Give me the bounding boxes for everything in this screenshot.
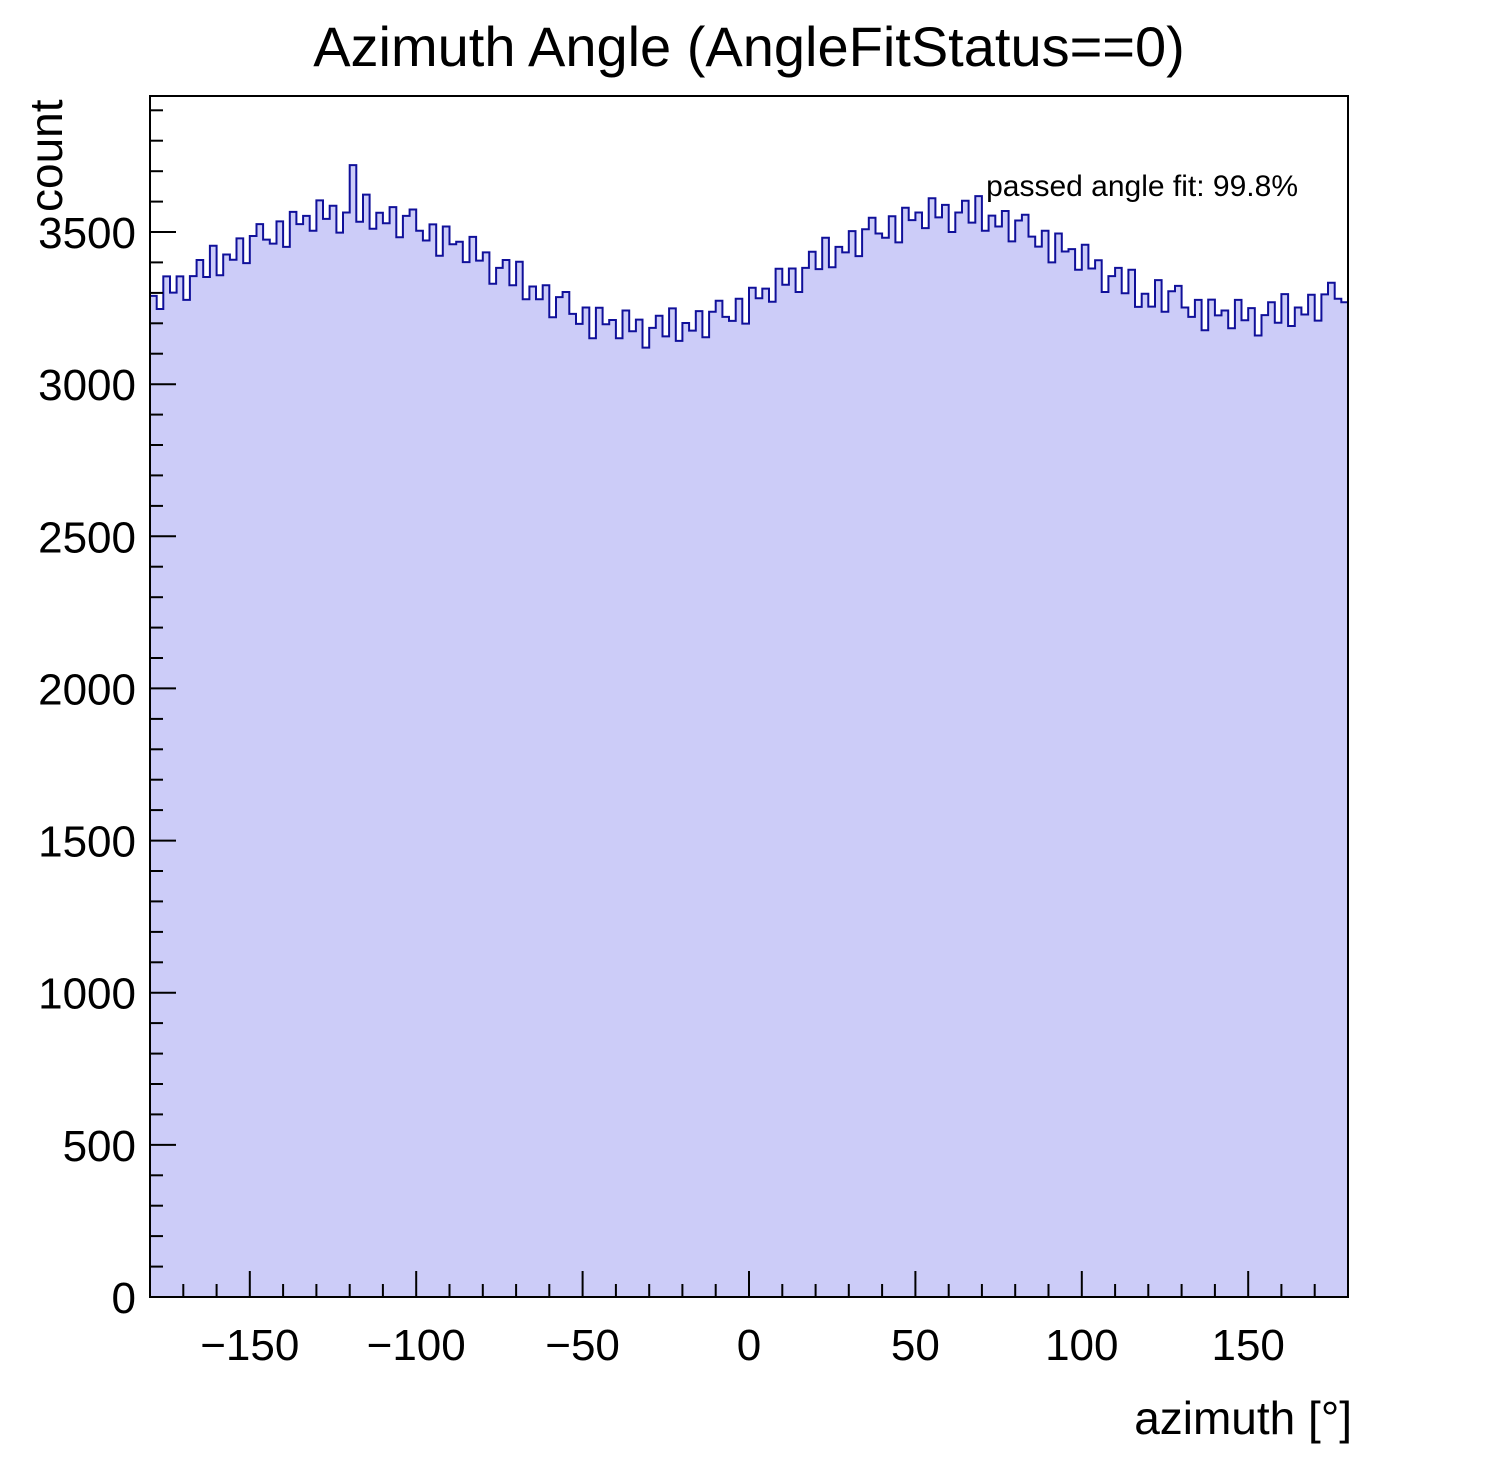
y-tick-label: 3000	[38, 361, 136, 410]
x-tick-label: 50	[891, 1321, 940, 1370]
y-axis-title: count	[20, 99, 72, 212]
x-tick-label: 0	[737, 1321, 761, 1370]
y-tick-label: 500	[63, 1122, 136, 1171]
y-tick-label: 3500	[38, 209, 136, 258]
histogram-series	[149, 164, 1349, 1298]
x-tick-label: 100	[1045, 1321, 1118, 1370]
annotation-passed-angle-fit: passed angle fit: 99.8%	[986, 170, 1298, 203]
chart-title: Azimuth Angle (AngleFitStatus==0)	[313, 15, 1185, 78]
y-tick-label: 1500	[38, 818, 136, 867]
y-tick-label: 1000	[38, 970, 136, 1019]
x-tick-label: −50	[545, 1321, 620, 1370]
x-tick-label: 150	[1211, 1321, 1284, 1370]
y-tick-label: 0	[112, 1274, 136, 1323]
x-tick-label: −100	[367, 1321, 466, 1370]
y-tick-label: 2000	[38, 665, 136, 714]
x-tick-label: −150	[200, 1321, 299, 1370]
y-tick-label: 2500	[38, 513, 136, 562]
x-axis-title: azimuth [°]	[1134, 1392, 1352, 1444]
plot-area: 0 500 1000 1500 2000 2500 3000 3500 −150 −100 −50 0…	[38, 95, 1349, 1370]
